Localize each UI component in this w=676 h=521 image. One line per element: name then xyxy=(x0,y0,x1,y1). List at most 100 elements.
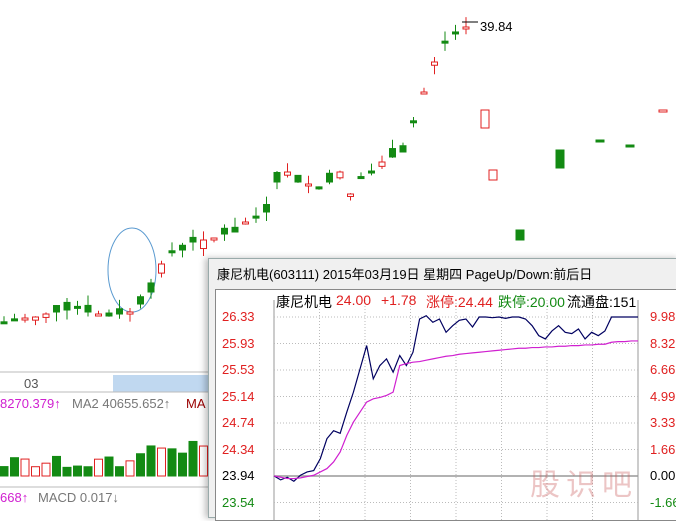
candle-body xyxy=(263,204,270,213)
price-axis-label: 25.93 xyxy=(222,335,255,351)
candle-body xyxy=(305,183,312,187)
price-axis-label: 25.53 xyxy=(222,362,255,377)
average-price-line xyxy=(273,340,638,480)
percent-axis-label: 4.99 xyxy=(650,388,676,404)
candle-body xyxy=(179,244,186,251)
candle-body xyxy=(21,317,29,321)
candle-body xyxy=(595,139,605,143)
volume-bar xyxy=(188,440,198,477)
volume-bar xyxy=(62,466,72,477)
volume-bar xyxy=(115,466,124,477)
candle-body xyxy=(625,144,635,148)
volume-ma2: MA2 40655.652↑ xyxy=(72,396,171,411)
macd-value: MACD 0.017↓ xyxy=(38,490,119,505)
candle-body xyxy=(326,172,333,183)
percent-axis-label: -1.66 xyxy=(650,494,676,510)
candle-body xyxy=(284,171,291,176)
candle-body xyxy=(378,161,386,167)
peak-price-label: 39.84 xyxy=(480,19,513,34)
stock-name: 康尼机电 xyxy=(276,294,332,310)
candle-body xyxy=(462,26,470,30)
candle-body xyxy=(147,282,155,293)
candle-body xyxy=(63,301,71,311)
percent-axis-label: 8.32 xyxy=(650,335,676,351)
intraday-chart xyxy=(273,300,639,520)
limit-down: 跌停:20.00 xyxy=(498,294,565,310)
candle-body xyxy=(53,305,60,313)
candle-body xyxy=(488,169,498,181)
candle-body xyxy=(480,109,490,129)
candle-body xyxy=(95,313,102,317)
candle-body xyxy=(420,91,428,95)
candle-body xyxy=(0,321,8,325)
volume-bar xyxy=(83,466,93,477)
price-axis-label: 23.94 xyxy=(222,468,255,483)
price-change: +1.78 xyxy=(381,292,417,308)
candle-body xyxy=(252,215,260,219)
volume-bar xyxy=(0,466,9,477)
scrollbar-thumb xyxy=(113,375,213,392)
volume-bar xyxy=(178,452,187,477)
float-shares: 流通盘:151 xyxy=(567,294,637,310)
candle-body xyxy=(200,239,207,250)
percent-axis-label: 3.33 xyxy=(650,415,676,430)
limit-up: 涨停:24.44 xyxy=(426,294,493,310)
candle-body xyxy=(336,171,344,179)
price-axis-label: 24.34 xyxy=(222,441,255,457)
volume-bar xyxy=(104,456,114,477)
candle-body xyxy=(168,250,176,254)
candle-body xyxy=(84,304,92,313)
candle-body xyxy=(410,120,417,124)
volume-bar xyxy=(136,453,145,477)
candle-body xyxy=(357,176,365,180)
candle-body xyxy=(158,263,165,274)
candle-body xyxy=(441,40,449,44)
candle-body xyxy=(105,312,113,317)
candle-body xyxy=(116,308,123,315)
candle-body xyxy=(74,305,81,309)
price-axis-label: 26.33 xyxy=(222,309,255,324)
macd-value-left: 668↑ xyxy=(0,490,29,505)
candle-body xyxy=(32,316,39,321)
candle-body xyxy=(273,171,281,183)
volume-bar xyxy=(20,458,30,477)
candle-body xyxy=(221,227,228,235)
candle-body xyxy=(399,145,407,153)
candle-body xyxy=(11,318,18,322)
price-axis-label: 23.54 xyxy=(222,494,255,510)
candle-body xyxy=(231,226,239,233)
volume-ma3: MA xyxy=(186,396,206,411)
watermark-logo: 股识吧 xyxy=(530,469,638,502)
candle-body xyxy=(658,109,668,113)
intraday-chart-panel: 康尼机电 24.00 +1.78 涨停:24.44 跌停:20.00 流通盘:1… xyxy=(215,289,676,521)
volume-bar xyxy=(41,462,51,477)
candle-body xyxy=(242,221,249,225)
percent-axis-label: 6.66 xyxy=(650,362,676,377)
volume-bar xyxy=(146,445,156,477)
volume-bar xyxy=(167,448,177,477)
candle-body xyxy=(389,148,396,158)
candle-body xyxy=(431,61,438,66)
price-line xyxy=(273,314,638,482)
candle-body xyxy=(210,237,218,241)
candle-body xyxy=(137,296,144,305)
volume-bar xyxy=(125,460,135,477)
percent-axis-label: 9.98 xyxy=(650,309,676,324)
volume-bar xyxy=(157,447,166,477)
percent-axis-label: 1.66 xyxy=(650,441,676,457)
price-axis-label: 24.74 xyxy=(222,415,255,430)
volume-bar xyxy=(73,465,82,477)
candle-body xyxy=(555,149,565,169)
price-axis-label: 25.14 xyxy=(222,388,255,404)
stock-price: 24.00 xyxy=(336,292,372,308)
date-axis-label: 03 xyxy=(24,376,39,391)
intraday-popup-window[interactable]: 康尼机电(603111) 2015年03月19日 星期四 PageUp/Down… xyxy=(208,258,676,521)
volume-bar xyxy=(94,458,103,477)
candle-body xyxy=(42,313,50,318)
volume-bar xyxy=(199,445,208,477)
popup-title: 康尼机电(603111) 2015年03月19日 星期四 PageUp/Down… xyxy=(217,267,593,282)
volume-bar xyxy=(10,457,19,477)
candle-body xyxy=(189,236,197,243)
candle-body xyxy=(452,31,459,35)
highlight-circle xyxy=(107,227,157,313)
